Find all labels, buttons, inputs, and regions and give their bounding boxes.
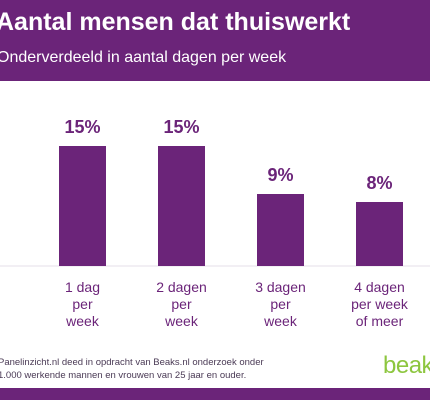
bar xyxy=(356,202,403,266)
source-note-line: Panelinzicht.nl deed in opdracht van Bea… xyxy=(0,357,264,368)
category-label: week xyxy=(65,313,100,329)
category-label: 2 dagen xyxy=(156,279,207,295)
category-label: 1 dag xyxy=(65,279,100,295)
category-label: per week xyxy=(351,296,409,312)
beaks-logo: beaks xyxy=(383,352,430,379)
header-banner: Aantal mensen dat thuiswerkt Onderverdee… xyxy=(0,0,430,81)
chart-subtitle: Onderverdeeld in aantal dagen per week xyxy=(0,49,287,66)
category-label: per xyxy=(270,296,291,312)
footer-bar xyxy=(0,388,430,400)
source-note-line: 1.000 werkende mannen en vrouwen van 25 … xyxy=(0,370,247,381)
data-label: 15% xyxy=(163,117,199,137)
data-label: 8% xyxy=(366,173,392,193)
category-label: week xyxy=(263,313,298,329)
data-label: 9% xyxy=(267,165,293,185)
source-note: Panelinzicht.nl deed in opdracht van Bea… xyxy=(0,356,264,382)
category-label: 3 dagen xyxy=(255,279,306,295)
category-label: per xyxy=(171,296,192,312)
data-label: 15% xyxy=(64,117,100,137)
category-label: of meer xyxy=(356,313,404,329)
bar xyxy=(59,146,106,266)
chart-title: Aantal mensen dat thuiswerkt xyxy=(0,8,351,36)
category-label: 4 dagen xyxy=(354,279,405,295)
category-label: per xyxy=(72,296,93,312)
bar xyxy=(158,146,205,266)
bar xyxy=(257,194,304,266)
category-label: week xyxy=(164,313,199,329)
